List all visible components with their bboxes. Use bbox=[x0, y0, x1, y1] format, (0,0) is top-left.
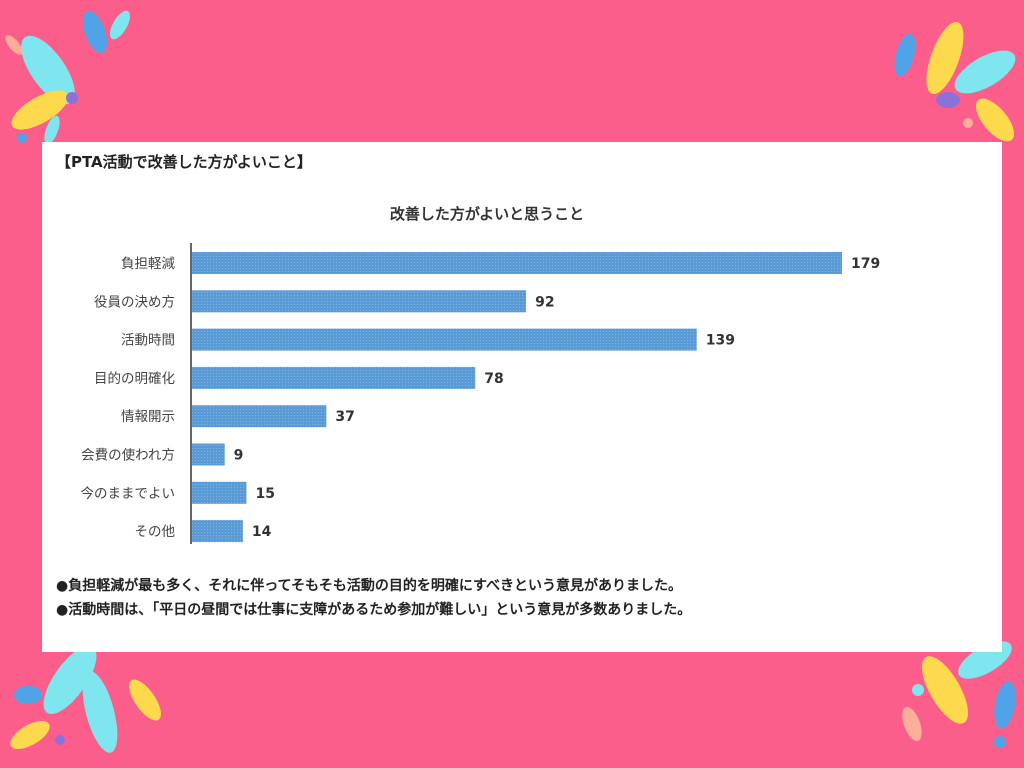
splash-dot bbox=[17, 133, 27, 143]
category-label: 今のままでよい bbox=[81, 486, 176, 502]
bar-chart: 改善した方がよいと思うこと 負担軽減 179 役員の決め方 92 活動時間 139 目的の明… bbox=[81, 205, 880, 544]
splash-shape bbox=[975, 98, 1015, 142]
splash-shape bbox=[5, 35, 23, 55]
splash-shape bbox=[921, 656, 969, 724]
splash-shape bbox=[894, 33, 916, 77]
splash-shape bbox=[82, 671, 118, 753]
value-label: 14 bbox=[252, 524, 272, 540]
bars-group: 負担軽減 179 役員の決め方 92 活動時間 139 目的の明確化 78 情報開示 37 会費の使… bbox=[81, 252, 880, 543]
splash-dot bbox=[994, 736, 1006, 748]
page-heading: 【PTA活動で改善した方がよいこと】 bbox=[56, 153, 312, 171]
category-label: 役員の決め方 bbox=[94, 294, 175, 310]
splash-shape bbox=[902, 706, 922, 742]
value-label: 179 bbox=[851, 256, 880, 272]
splash-shape bbox=[936, 92, 960, 108]
splash-dot bbox=[963, 118, 973, 128]
value-label: 15 bbox=[255, 486, 274, 502]
splash-shape bbox=[14, 686, 42, 704]
bar bbox=[192, 328, 697, 351]
splash-shape bbox=[44, 115, 60, 145]
splash-shape bbox=[926, 21, 964, 95]
value-label: 78 bbox=[484, 371, 503, 387]
chart-card: 【PTA活動で改善した方がよいこと】 改善した方がよいと思うこと 負担軽減 179… bbox=[42, 142, 1002, 652]
note-line-2: ●活動時間は、「平日の昼間では仕事に支障があるため参加が難しい」という意見が多数… bbox=[56, 602, 692, 618]
chart-title: 改善した方がよいと思うこと bbox=[390, 205, 584, 223]
notes: ●負担軽減が最も多く、それに伴ってそもそも活動の目的を明確にすべきという意見があ… bbox=[56, 574, 991, 622]
splash-shape bbox=[128, 679, 162, 721]
bar bbox=[192, 405, 327, 428]
bar bbox=[192, 290, 527, 313]
splash-shape bbox=[82, 11, 108, 53]
value-label: 139 bbox=[706, 333, 735, 349]
note-line-1: ●負担軽減が最も多く、それに伴ってそもそも活動の目的を明確にすべきという意見があ… bbox=[56, 578, 682, 594]
bar bbox=[192, 520, 243, 543]
splash-dot bbox=[55, 735, 65, 745]
bar bbox=[192, 481, 247, 504]
splash-shape bbox=[43, 645, 97, 715]
category-label: 目的の明確化 bbox=[94, 371, 175, 387]
splash-shape bbox=[954, 50, 1016, 94]
splash-shape bbox=[11, 90, 69, 130]
value-label: 92 bbox=[535, 294, 554, 310]
value-label: 9 bbox=[234, 448, 244, 464]
category-label: 会費の使われ方 bbox=[81, 447, 175, 464]
splash-shape bbox=[109, 10, 131, 40]
bar bbox=[192, 443, 225, 466]
splash-shape bbox=[21, 35, 75, 105]
splash-dot bbox=[66, 92, 78, 104]
splash-shape bbox=[10, 721, 50, 749]
category-label: 負担軽減 bbox=[121, 255, 175, 272]
value-label: 37 bbox=[335, 409, 354, 425]
bar bbox=[192, 252, 842, 274]
category-label: その他 bbox=[135, 524, 176, 540]
category-label: 活動時間 bbox=[121, 333, 175, 349]
splash-shape bbox=[994, 681, 1016, 729]
splash-dot bbox=[912, 684, 924, 696]
bar bbox=[192, 366, 476, 389]
category-label: 情報開示 bbox=[121, 409, 175, 425]
